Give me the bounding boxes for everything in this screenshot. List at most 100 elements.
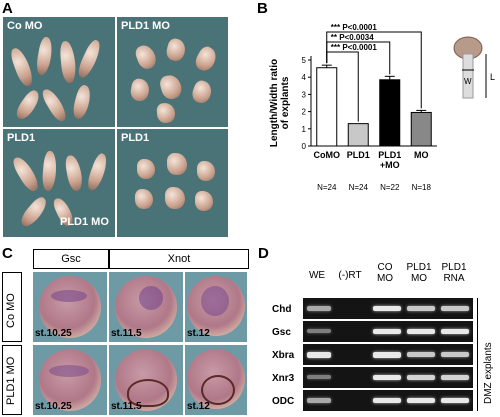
y-tick-label: 5: [302, 56, 307, 65]
x-tick-label: MO: [414, 150, 429, 160]
embryo-image-pld1-mo-gsc: st.10.25: [33, 345, 107, 415]
gel-column-pld1-rna: PLD1 RNA: [441, 262, 467, 284]
explant: [8, 45, 36, 89]
stage-label: st.11.5: [111, 401, 142, 412]
embryo: [187, 276, 245, 336]
panel-b-letter: B: [257, 0, 268, 17]
y-tick-label: 4: [302, 73, 307, 82]
gel-band: [407, 375, 435, 380]
embryo: [39, 349, 101, 411]
significance-label: *** P<0.0001: [331, 43, 378, 52]
gel-strip-gsc: [303, 321, 473, 342]
explant: [197, 161, 215, 181]
gel-band: [441, 306, 469, 311]
panel-c-letter: C: [2, 245, 13, 262]
x-tick-label: PLD1 +MO: [378, 150, 401, 170]
x-tick-label: CoMO: [314, 150, 341, 160]
gel-column-co-mo: CO MO: [376, 262, 394, 284]
schematic-w-label: W: [464, 77, 472, 86]
gel-row-gsc: Gsc: [272, 327, 291, 338]
row-label-pld1-mo: PLD1 MO: [5, 356, 17, 405]
panel-a-quadrant-pld1-plus-mo: PLD1 PLD1 MO: [117, 129, 228, 237]
gel-band: [441, 375, 469, 380]
panel-a-quadrant-pld1: PLD1: [3, 129, 115, 237]
explant: [129, 77, 151, 103]
explant: [165, 187, 185, 209]
gel-band: [373, 306, 401, 311]
y-tick-label: 0: [302, 142, 307, 151]
quadrant-label: PLD1 MO: [121, 20, 170, 32]
explant: [84, 151, 111, 193]
blastopore: [127, 379, 169, 407]
significance-label: ** P<0.0034: [331, 33, 374, 42]
explant: [75, 38, 104, 80]
x-tick-label: PLD1: [347, 150, 370, 160]
explant: [13, 87, 43, 123]
significance-label: *** P<0.0001: [331, 23, 378, 32]
n-label: N=24: [317, 183, 337, 192]
gel-band: [307, 398, 331, 403]
quadrant-label: PLD1: [121, 132, 150, 144]
gel-row-xbra: Xbra: [272, 350, 295, 361]
gel-row-xnr3: Xnr3: [272, 373, 295, 384]
header-gsc: Gsc: [33, 249, 109, 269]
gel-band: [441, 352, 469, 357]
n-label: N=22: [380, 183, 400, 192]
embryo-image-pld1-mo-xnot-115: st.11.5: [109, 345, 183, 415]
gel-band: [407, 306, 435, 311]
bar: [379, 79, 401, 147]
gel-band: [307, 375, 331, 379]
blastopore: [201, 375, 235, 405]
row-label-pld1-mo-box: [2, 345, 22, 415]
gel-band: [373, 375, 401, 380]
explant: [34, 36, 55, 76]
explant: [70, 83, 94, 121]
y-axis-label: Length/Width ratioof explants: [269, 59, 291, 147]
stage-label: st.11.5: [111, 328, 142, 339]
explant: [189, 78, 215, 106]
gel-band: [373, 398, 401, 403]
gel-strip-odc: [303, 390, 473, 411]
schematic-l-label: L: [490, 72, 495, 82]
stage-label: st.10.25: [35, 401, 72, 412]
explant: [133, 42, 159, 72]
explant: [17, 194, 51, 230]
gel-band: [407, 329, 435, 334]
gel-column-we: WE: [308, 270, 326, 281]
explant: [195, 191, 213, 211]
y-tick-label: 3: [302, 90, 307, 99]
gel-band: [373, 329, 401, 334]
bar-chart: Length/Width ratioof explants 0 1 2 3 4 5 CoMO N…: [269, 23, 495, 192]
gel-band: [407, 352, 435, 357]
embryo-image-co-mo-xnot-115: st.11.5: [109, 272, 183, 342]
explant: [156, 102, 176, 124]
explant: [192, 44, 220, 74]
explant: [59, 40, 77, 84]
explant: [158, 72, 184, 102]
embryo-image-co-mo-xnot-12: st.12: [185, 272, 247, 342]
gel-strip-xnr3: [303, 367, 473, 388]
gel-band: [307, 329, 331, 333]
significance-bracket: [326, 51, 359, 122]
gel-band: [441, 398, 469, 403]
explant: [137, 159, 155, 179]
stage-label: st.12: [187, 401, 210, 412]
expression-domain: [49, 365, 89, 377]
schematic-stalk: [462, 53, 474, 99]
panel-a-quadrant-co-mo: Co MO: [3, 17, 115, 127]
bar: [410, 111, 432, 147]
gel-column-pld1-mo: PLD1 MO: [406, 262, 432, 284]
gel-row-odc: ODC: [272, 396, 295, 407]
expression-domain: [139, 286, 163, 310]
header-xnot: Xnot: [109, 249, 249, 269]
embryo-image-co-mo-gsc: st.10.25: [33, 272, 107, 342]
stage-label: st.10.25: [35, 328, 72, 339]
n-label: N=18: [412, 183, 432, 192]
y-tick-label: 1: [302, 125, 307, 134]
gel-band: [441, 329, 469, 334]
gel-row-chd: Chd: [272, 304, 292, 315]
gel-strip-chd: [303, 298, 473, 319]
gel-band: [407, 398, 435, 403]
expression-domain: [201, 286, 229, 316]
bar: [316, 67, 338, 147]
